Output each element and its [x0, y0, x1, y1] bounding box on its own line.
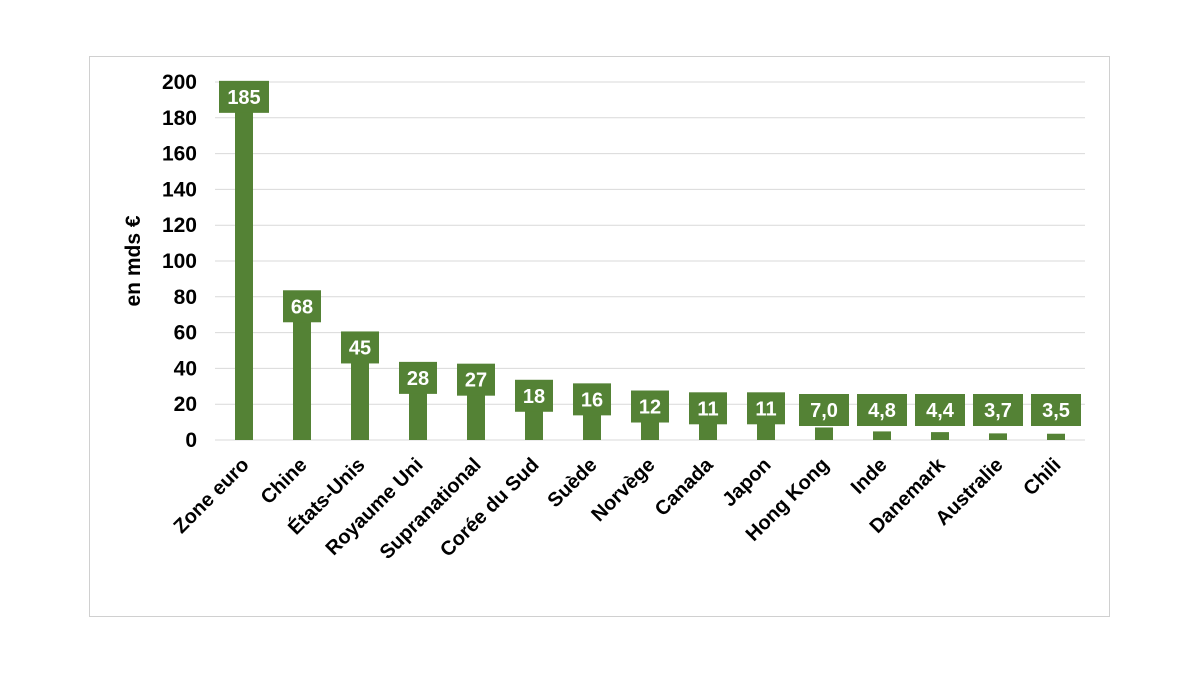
y-tick-label: 60: [174, 322, 197, 345]
y-tick-label: 180: [162, 107, 197, 130]
data-label-box: [399, 361, 437, 394]
category-label: Norvège: [587, 454, 659, 526]
y-tick-label: 100: [162, 250, 197, 273]
bar: [293, 318, 311, 440]
data-label-box: [973, 394, 1023, 426]
bar: [931, 432, 949, 440]
y-tick-label: 80: [174, 286, 197, 309]
data-label-box: [915, 394, 965, 426]
bar: [989, 433, 1007, 440]
data-label-box: [457, 363, 495, 396]
bars: [235, 108, 1065, 440]
bar: [815, 427, 833, 440]
bar: [409, 389, 427, 440]
y-tick-label: 160: [162, 143, 197, 166]
bar: [235, 108, 253, 440]
category-label: Chine: [257, 454, 312, 509]
bar: [641, 418, 659, 440]
data-label-box: [799, 394, 849, 426]
bar: [757, 420, 775, 440]
y-tick-label: 40: [174, 357, 197, 380]
data-label: 4,4: [926, 400, 955, 422]
bar: [467, 391, 485, 440]
data-label: 11: [697, 398, 718, 420]
category-label: Japon: [718, 454, 775, 511]
data-label: 28: [407, 368, 429, 390]
y-tick-label: 140: [162, 178, 197, 201]
data-label: 12: [639, 397, 661, 419]
gridlines: [215, 81, 1085, 441]
data-label: 3,7: [984, 400, 1012, 422]
data-label-box: [283, 290, 321, 323]
category-label: Supranational: [376, 454, 486, 564]
data-label: 18: [523, 386, 545, 408]
bar: [525, 407, 543, 440]
bar: [699, 420, 717, 440]
data-label: 185: [227, 87, 260, 109]
y-tick-label: 20: [174, 393, 197, 416]
chart-frame: [89, 56, 1110, 617]
data-labels: 185 68 45 28 27 18 16 12 11 11 7,0 4,8 4,4 3,7 3,5: [219, 80, 1081, 426]
data-label: 68: [291, 296, 313, 318]
data-label-box: [515, 379, 553, 412]
bar: [1047, 433, 1065, 440]
data-label: 16: [581, 389, 603, 411]
data-label-box: [573, 383, 611, 416]
data-label-box: [341, 331, 379, 364]
category-label: Corée du Sud: [436, 454, 543, 561]
data-label-box: [219, 80, 269, 113]
y-tick-label: 120: [162, 214, 197, 237]
y-axis-ticks: 0 20 40 60 80 100 120 140 160 180 200: [162, 71, 197, 452]
bar: [351, 359, 369, 440]
data-label: 11: [755, 398, 776, 420]
category-label: Suède: [544, 454, 602, 512]
data-label-box: [689, 392, 727, 425]
category-label: Chili: [1019, 454, 1065, 500]
category-label: Canada: [651, 453, 718, 520]
data-label: 27: [465, 370, 487, 392]
data-label: 3,5: [1042, 400, 1070, 422]
data-label: 4,8: [868, 400, 896, 422]
y-axis-label: en mds €: [122, 215, 145, 306]
data-label-box: [1031, 394, 1081, 426]
y-tick-label: 200: [162, 71, 197, 94]
data-label: 45: [349, 337, 371, 359]
category-label: Zone euro: [170, 454, 254, 538]
data-label: 7,0: [810, 400, 838, 422]
data-label-box: [631, 390, 669, 423]
category-label: Inde: [847, 454, 892, 499]
y-tick-label: 0: [185, 429, 197, 452]
bar: [583, 411, 601, 440]
bar: [873, 431, 891, 440]
data-label-box: [857, 394, 907, 426]
data-label-box: [747, 392, 785, 425]
